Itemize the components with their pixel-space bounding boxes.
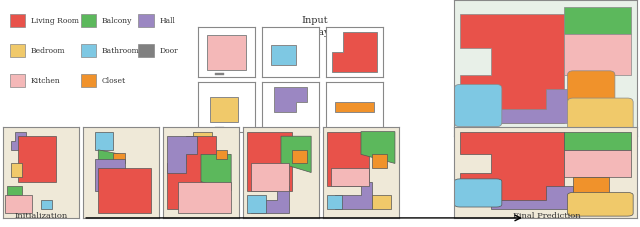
FancyBboxPatch shape [251,163,289,191]
Text: Final Prediction: Final Prediction [513,212,581,220]
FancyBboxPatch shape [573,177,609,195]
FancyBboxPatch shape [564,34,631,75]
FancyBboxPatch shape [454,179,502,207]
Polygon shape [335,182,372,209]
Text: Bedroom: Bedroom [31,47,65,55]
Polygon shape [247,132,292,191]
Text: Initialization: Initialization [15,212,68,220]
Text: Balcony: Balcony [102,17,132,25]
FancyBboxPatch shape [568,192,633,216]
FancyBboxPatch shape [207,35,246,70]
FancyBboxPatch shape [6,195,32,213]
Polygon shape [361,132,395,163]
FancyBboxPatch shape [568,71,615,106]
FancyBboxPatch shape [113,153,125,163]
Polygon shape [95,159,125,191]
FancyBboxPatch shape [568,98,633,133]
Text: Door: Door [159,47,178,55]
FancyBboxPatch shape [271,45,296,65]
Polygon shape [460,132,564,204]
FancyBboxPatch shape [81,44,96,57]
FancyBboxPatch shape [10,74,25,87]
FancyBboxPatch shape [179,182,231,213]
FancyBboxPatch shape [454,84,502,127]
Text: Closet: Closet [102,77,126,85]
FancyBboxPatch shape [138,15,154,27]
FancyBboxPatch shape [95,132,113,150]
FancyBboxPatch shape [372,154,387,168]
FancyBboxPatch shape [99,168,151,213]
Polygon shape [332,32,377,72]
FancyBboxPatch shape [564,150,631,177]
FancyBboxPatch shape [81,15,96,27]
FancyBboxPatch shape [81,74,96,87]
Polygon shape [274,87,307,112]
FancyBboxPatch shape [10,44,25,57]
FancyBboxPatch shape [372,195,391,209]
FancyBboxPatch shape [327,195,342,209]
Polygon shape [201,154,231,191]
FancyBboxPatch shape [210,97,238,122]
Polygon shape [500,89,573,123]
FancyBboxPatch shape [138,44,154,57]
Polygon shape [460,14,564,123]
Text: Hall: Hall [159,17,175,25]
FancyBboxPatch shape [215,73,224,75]
Polygon shape [251,186,289,213]
FancyBboxPatch shape [41,200,52,209]
FancyBboxPatch shape [11,163,22,177]
FancyBboxPatch shape [335,102,374,112]
Polygon shape [99,150,121,168]
FancyBboxPatch shape [10,15,25,27]
FancyBboxPatch shape [216,150,227,159]
FancyBboxPatch shape [292,150,307,163]
Polygon shape [281,136,311,173]
FancyBboxPatch shape [247,195,266,213]
Text: Input
Room Layouts: Input Room Layouts [280,16,351,37]
Polygon shape [491,186,573,209]
Polygon shape [327,132,369,186]
Polygon shape [7,186,22,195]
Polygon shape [11,132,26,150]
FancyBboxPatch shape [215,127,224,129]
Text: Living Room: Living Room [31,17,79,25]
FancyBboxPatch shape [19,136,56,182]
FancyBboxPatch shape [331,168,369,186]
Polygon shape [564,132,631,150]
Polygon shape [167,136,197,173]
Text: Bathroom: Bathroom [102,47,140,55]
Polygon shape [167,136,216,209]
FancyBboxPatch shape [193,132,212,150]
Polygon shape [564,7,631,34]
Text: Kitchen: Kitchen [31,77,60,85]
